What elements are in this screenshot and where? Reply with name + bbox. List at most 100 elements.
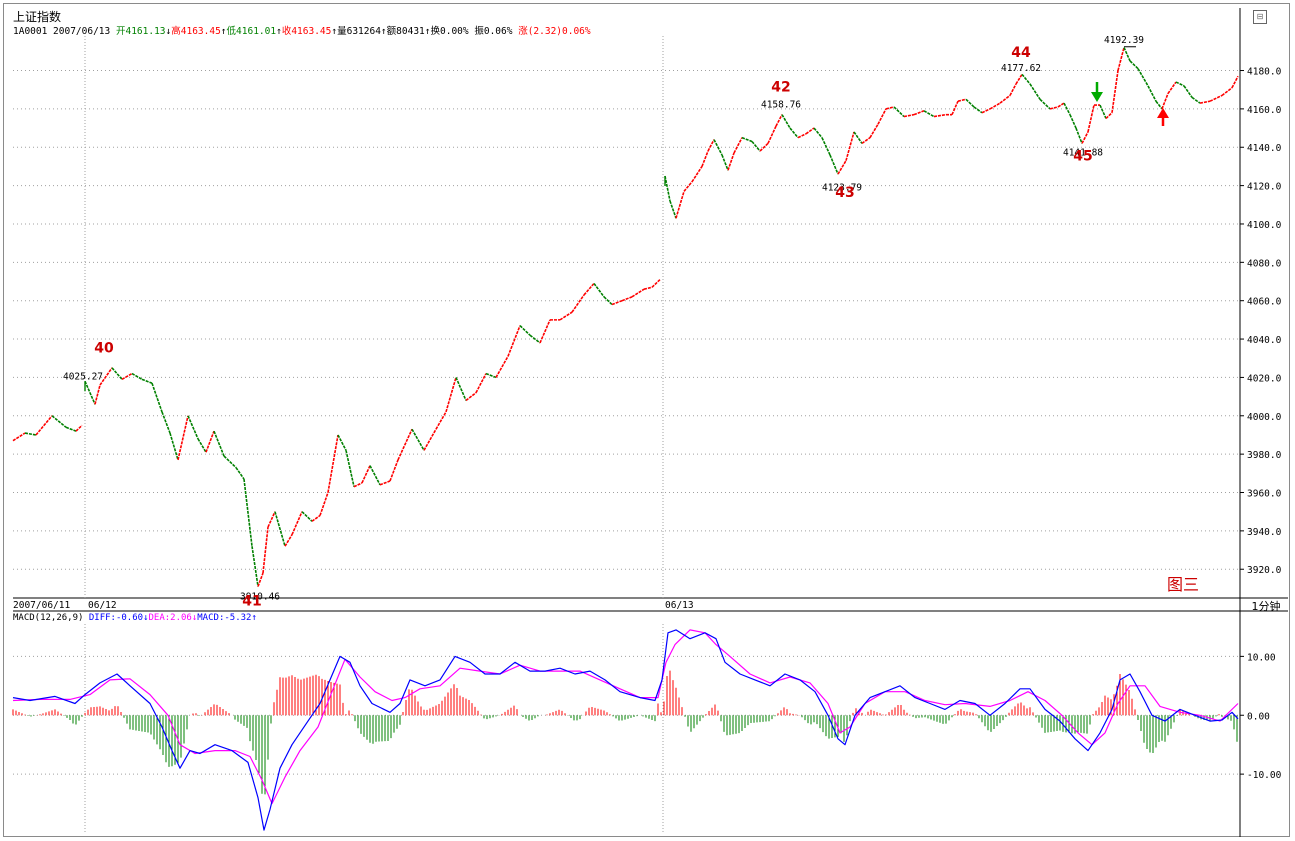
price-segment	[1021, 73, 1031, 85]
price-segment	[631, 288, 645, 298]
price-segment	[319, 492, 329, 516]
price-segment	[1087, 104, 1095, 133]
wave-label: 45	[1073, 149, 1092, 165]
price-tick-label: 4000.0	[1247, 412, 1282, 423]
price-segment	[767, 125, 777, 144]
price-segment	[664, 175, 671, 202]
price-segment	[853, 131, 863, 144]
price-segment	[845, 131, 855, 161]
down-arrow-icon: ↓	[165, 26, 172, 37]
price-segment	[111, 367, 123, 380]
price-label: 4025.27	[63, 371, 103, 382]
price-segment	[99, 367, 113, 386]
quote-info-bar: 1A0001 2007/06/13 开4161.13↓高4163.45↑低416…	[13, 23, 591, 37]
price-segment	[707, 139, 715, 152]
low-value: 低4161.01	[226, 26, 277, 37]
price-segment	[1129, 60, 1139, 70]
price-segment	[131, 372, 143, 381]
price-segment	[519, 325, 531, 336]
price-segment	[284, 534, 293, 547]
price-segment	[893, 106, 905, 118]
price-segment	[301, 511, 313, 522]
price-segment	[611, 299, 623, 306]
x-axis-label: 2007/06/11	[13, 600, 70, 611]
price-tick-label: 4040.0	[1247, 335, 1282, 346]
price-segment	[1029, 83, 1041, 100]
wave-label: 41	[242, 594, 261, 610]
price-segment	[675, 191, 685, 219]
wave-label: 43	[835, 185, 854, 201]
price-segment	[243, 478, 253, 547]
period-selector[interactable]: 1分钟	[1251, 600, 1281, 613]
price-segment	[691, 165, 703, 183]
price-segment	[951, 100, 959, 115]
price-segment	[999, 94, 1011, 104]
window-icon[interactable]: ⊟	[1253, 10, 1267, 24]
price-segment	[251, 546, 259, 587]
macd-tick-label: -10.00	[1247, 770, 1282, 781]
price-segment	[121, 372, 133, 381]
price-label: 4158.76	[761, 99, 801, 110]
price-segment	[933, 113, 947, 118]
down-arrow-icon: ↓	[143, 613, 149, 623]
close-value: 收4163.45	[281, 26, 332, 37]
price-segment	[35, 415, 53, 436]
price-segment	[161, 411, 171, 434]
price-segment	[291, 511, 303, 536]
price-segment	[583, 282, 595, 296]
price-segment	[643, 286, 653, 290]
price-segment	[1123, 47, 1131, 62]
up-arrow-icon: ↑	[220, 26, 227, 37]
price-segment	[274, 511, 286, 547]
price-segment	[789, 127, 799, 139]
price-segment	[267, 511, 276, 528]
price-segment	[361, 465, 371, 484]
price-label: 4177.62	[1001, 63, 1041, 74]
price-segment	[869, 123, 879, 139]
wave-label: 42	[771, 80, 790, 96]
price-segment	[727, 152, 735, 171]
price-segment	[741, 136, 753, 143]
price-segment	[1161, 93, 1169, 110]
price-segment	[651, 279, 661, 288]
price-segment	[1039, 98, 1051, 110]
price-segment	[1183, 85, 1193, 98]
price-segment	[683, 181, 693, 192]
up-arrow-icon: ↑	[251, 613, 257, 623]
window-frame	[3, 3, 1290, 837]
price-segment	[1105, 112, 1113, 120]
price-segment	[213, 430, 225, 457]
price-segment	[1015, 73, 1023, 85]
wave-label: 40	[94, 340, 114, 356]
price-segment	[775, 114, 783, 127]
price-tick-label: 4160.0	[1247, 105, 1282, 116]
macd-tick-label: 10.00	[1247, 652, 1276, 663]
price-segment	[311, 514, 321, 522]
price-segment	[759, 142, 769, 152]
diff-line	[12, 629, 1239, 831]
price-segment	[981, 108, 991, 114]
price-segment	[1231, 75, 1239, 89]
price-segment	[957, 98, 967, 102]
price-segment	[861, 137, 871, 145]
price-segment	[621, 296, 633, 302]
price-segment	[197, 438, 207, 453]
macd-name: MACD(12,26,9)	[13, 613, 84, 623]
price-segment	[1063, 102, 1071, 116]
price-segment	[797, 133, 807, 139]
price-label: 4123.79	[822, 182, 862, 193]
price-segment	[84, 380, 96, 405]
price-segment	[1147, 85, 1157, 102]
macd-histogram	[12, 670, 1238, 795]
price-segment	[151, 382, 163, 413]
price-segment	[485, 372, 497, 379]
dea-line	[12, 629, 1239, 805]
price-tick-label: 4080.0	[1247, 258, 1282, 269]
price-segment	[353, 482, 363, 488]
price-segment	[1167, 81, 1177, 94]
price-segment	[1009, 83, 1017, 96]
price-segment	[337, 434, 347, 451]
price-segment	[733, 137, 743, 154]
price-segment	[1209, 94, 1223, 102]
price-segment	[829, 154, 839, 175]
